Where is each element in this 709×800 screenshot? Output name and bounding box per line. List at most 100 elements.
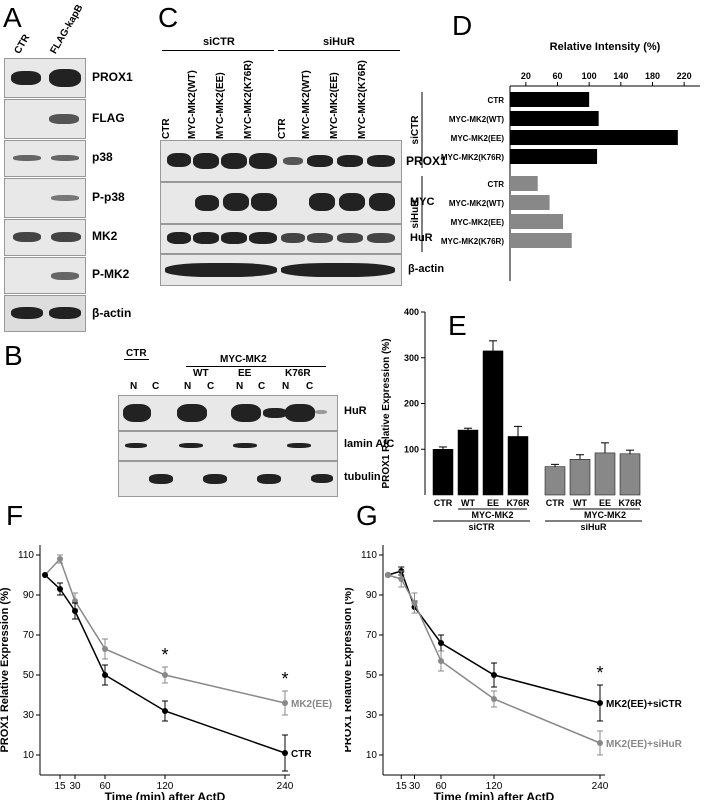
group-sublabel: MYC-MK2: [472, 510, 514, 520]
y-tick-label: 70: [23, 630, 35, 641]
blot-strip: [160, 254, 402, 286]
lane-label: CTR: [12, 32, 33, 56]
blot-label: p38: [92, 150, 113, 164]
x-tick-label: 30: [409, 781, 421, 792]
blot-label: PROX1: [406, 154, 447, 168]
y-tick-label: 200: [404, 399, 419, 409]
x-tick-label: 100: [582, 71, 597, 81]
blot-label: PROX1: [92, 70, 133, 84]
x-tick-label: 60: [99, 781, 111, 792]
x-axis-label: Time (min) after ActD: [434, 790, 555, 800]
bar: [510, 214, 564, 229]
x-tick-label: 140: [613, 71, 628, 81]
lane-label: FLAG-kapB: [48, 2, 86, 56]
significance-marker: *: [596, 663, 603, 683]
blot-strip: [4, 140, 86, 177]
data-point: [385, 572, 391, 578]
blot-label: MK2: [92, 229, 118, 243]
y-tick-label: 100: [404, 444, 419, 454]
data-point: [438, 640, 444, 646]
data-point: [597, 740, 603, 746]
group-label: siCTR: [203, 36, 235, 48]
bar: [482, 350, 504, 496]
bar: [544, 466, 566, 496]
blot-strip: [118, 395, 338, 431]
bar: [510, 92, 590, 107]
data-point: [102, 646, 108, 652]
blot-strip: [160, 140, 402, 182]
category-label: MYC-MK2(K76R): [441, 153, 504, 162]
data-point: [597, 700, 603, 706]
y-tick-label: 50: [366, 670, 378, 681]
data-point: [282, 750, 288, 756]
blot-strip: [4, 219, 86, 256]
chart-title: Relative Intensity (%): [550, 41, 661, 53]
group-label: siHuR: [580, 522, 607, 530]
series-line: [387, 574, 601, 744]
data-point: [438, 658, 444, 664]
x-tick-label: 15: [396, 781, 408, 792]
lane-label: MYC-MK2(EE): [215, 72, 226, 139]
blot-label: lamin A/C: [344, 438, 395, 450]
category-label: EE: [487, 498, 499, 508]
y-tick-label: 90: [23, 590, 35, 601]
blot-label: β-actin: [408, 263, 445, 275]
fraction-label: N: [282, 381, 290, 392]
fraction-label: C: [152, 381, 160, 392]
category-label: WT: [461, 498, 475, 508]
group-label: siHuR: [410, 199, 421, 229]
bar: [510, 233, 572, 248]
y-tick-label: 90: [366, 590, 378, 601]
y-axis-label: PROX1 Relative Expression (%): [381, 338, 392, 488]
bar: [510, 149, 598, 164]
category-label: MYC-MK2(K76R): [441, 237, 504, 246]
x-axis-label: Time (min) after ActD: [105, 790, 226, 800]
chart-d: Relative Intensity (%) 20 60 100 140 180 220 CT…: [410, 41, 700, 281]
bar: [510, 130, 678, 145]
y-tick-label: 10: [23, 750, 35, 761]
blot-label: P-MK2: [92, 267, 130, 281]
x-tick-label: 240: [277, 781, 294, 792]
series-label: CTR: [291, 749, 312, 760]
y-tick-label: 70: [366, 630, 378, 641]
lane-label: MYC-MK2(WT): [301, 70, 312, 139]
significance-marker: *: [281, 669, 288, 689]
lane-label: CTR: [277, 118, 288, 139]
panel-label-f: F: [6, 500, 24, 531]
group-sublabel: MYC-MK2: [584, 510, 626, 520]
category-label: CTR: [546, 498, 565, 508]
y-tick-label: 300: [404, 353, 419, 363]
significance-marker: *: [161, 645, 168, 665]
blot-strip: [4, 295, 86, 332]
y-tick-label: 110: [18, 550, 34, 561]
blot-strip: [4, 99, 86, 139]
lane-label: MYC-MK2(WT): [187, 70, 198, 139]
bar: [569, 459, 591, 496]
blot-label: FLAG: [92, 111, 125, 125]
panel-label-e: E: [448, 310, 467, 341]
fraction-label: N: [184, 381, 192, 392]
series-line: [44, 557, 286, 704]
blot-label: tubulin: [344, 471, 381, 483]
y-tick-label: 110: [361, 550, 377, 561]
bar: [594, 452, 616, 496]
x-tick-label: 120: [157, 781, 174, 792]
data-point: [57, 586, 63, 592]
data-point: [162, 672, 168, 678]
category-label: K76R: [618, 498, 642, 508]
panel-label-b: B: [4, 340, 23, 371]
y-tick-label: 400: [404, 307, 419, 317]
group-label: siCTR: [468, 522, 495, 530]
blot-strip: [160, 224, 402, 254]
y-axis-label: PROX1 Relative Expression (%): [0, 587, 11, 752]
blot-label: HuR: [344, 405, 367, 417]
category-label: CTR: [488, 180, 505, 189]
data-point: [491, 672, 497, 678]
blot-label: P-p38: [92, 190, 125, 204]
group-label: siCTR: [410, 115, 421, 145]
fraction-label: N: [236, 381, 244, 392]
x-tick-label: 180: [645, 71, 660, 81]
series-line: [44, 574, 286, 754]
bar: [510, 176, 538, 191]
